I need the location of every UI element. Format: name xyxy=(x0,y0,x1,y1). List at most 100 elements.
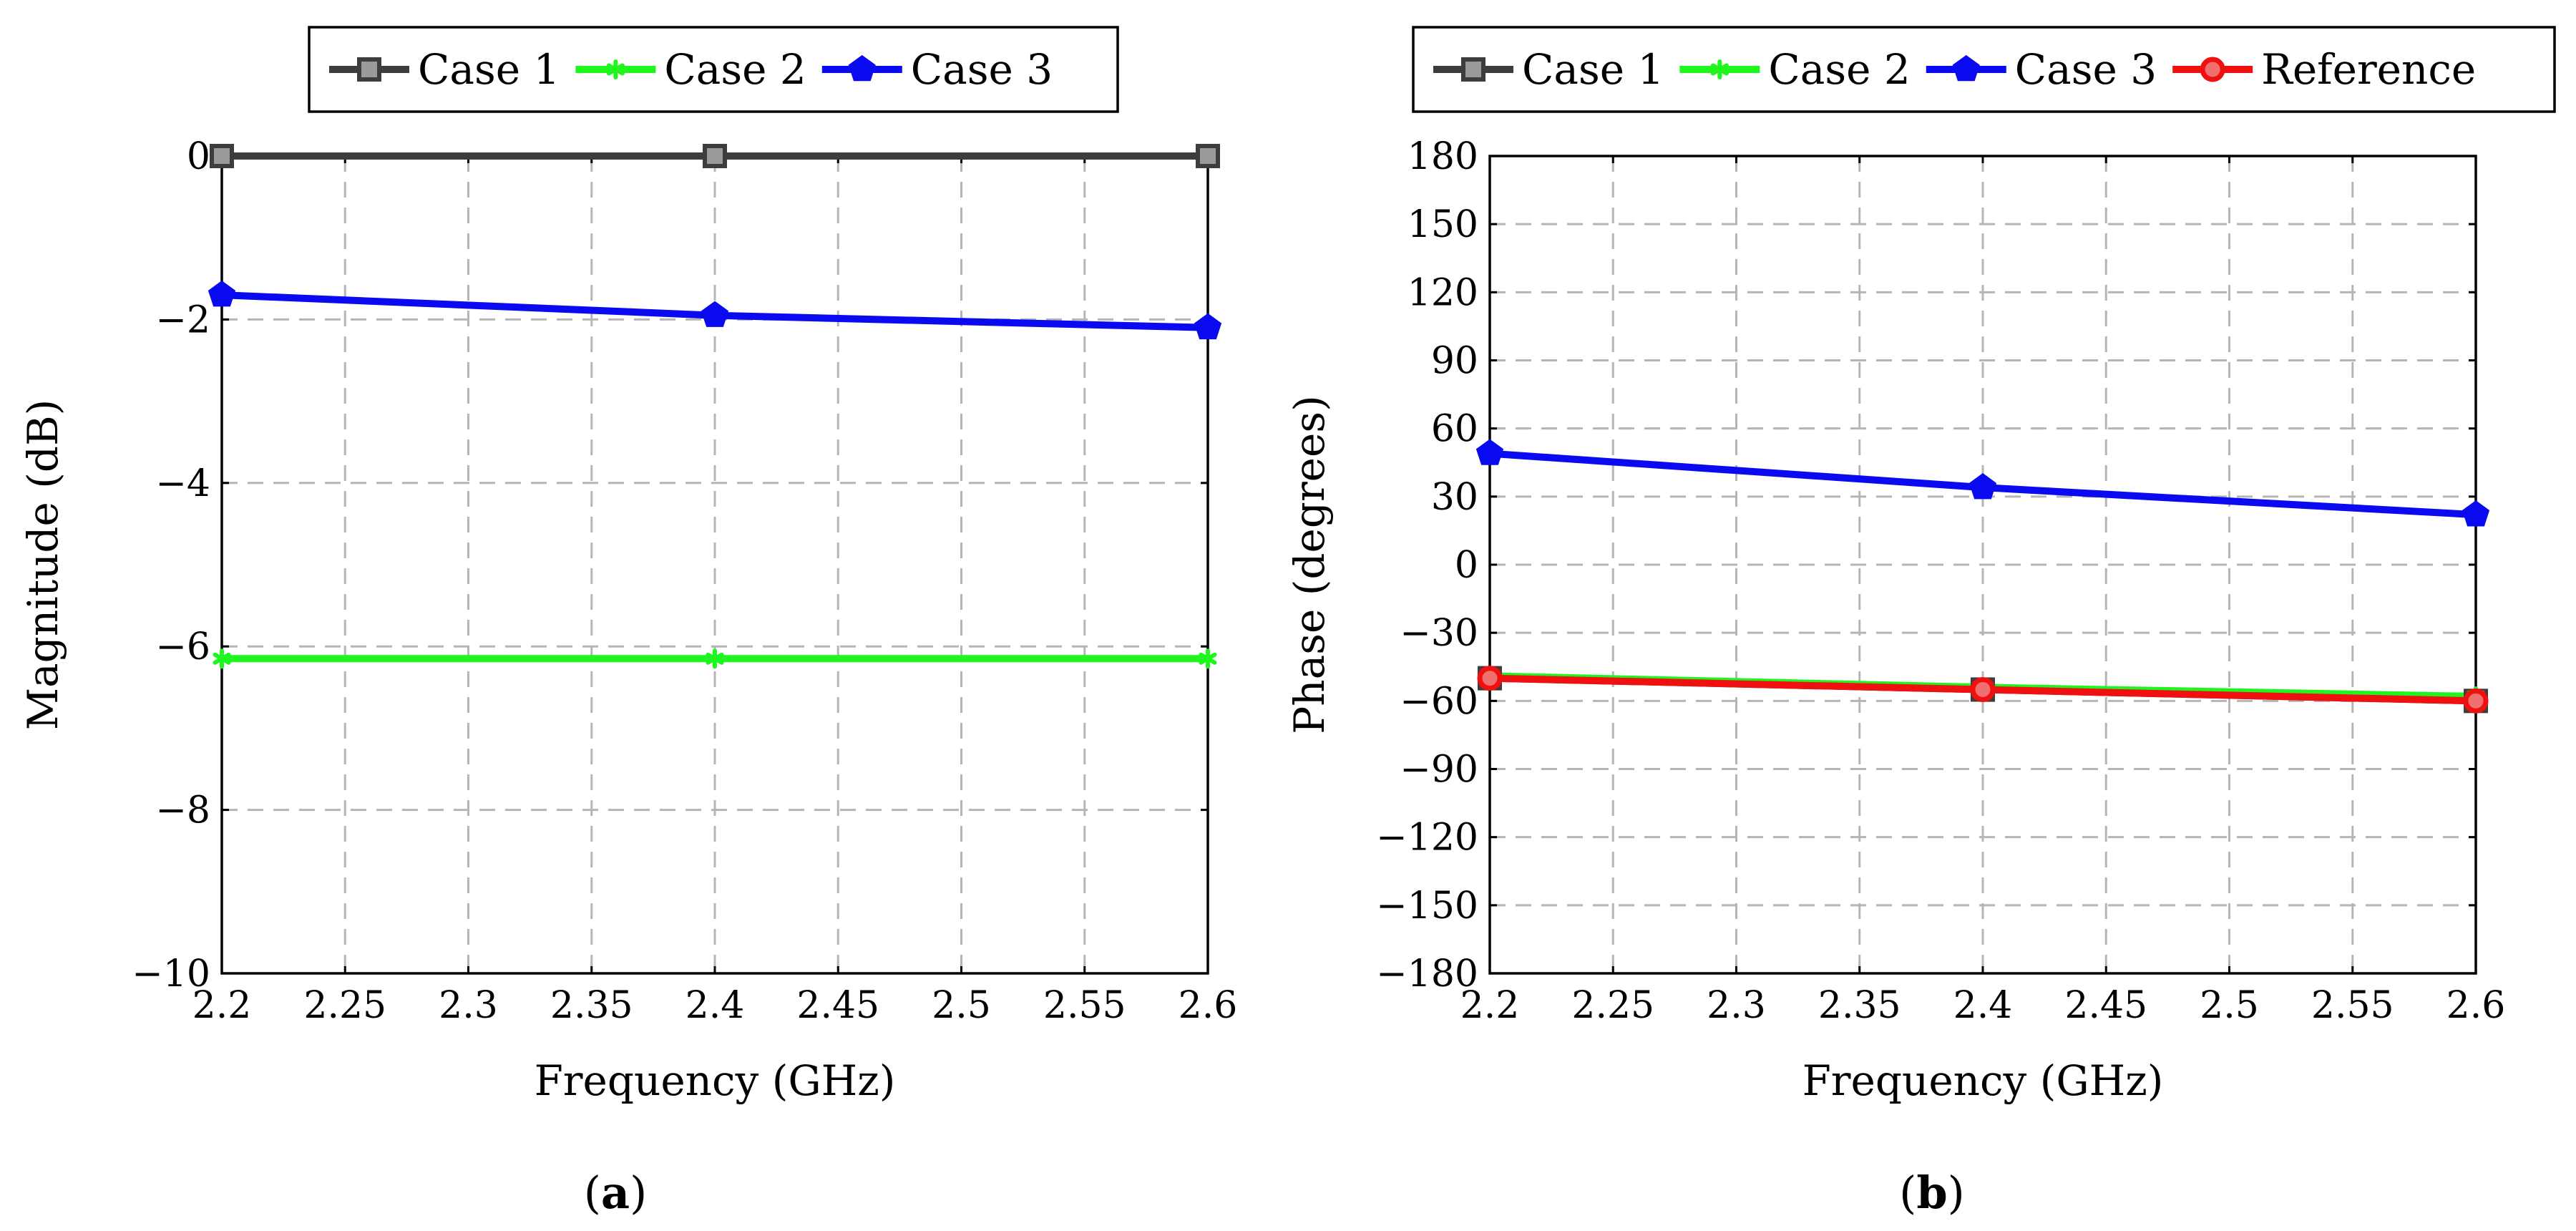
x-tick-label: 2.6 xyxy=(2446,984,2506,1027)
legend-marker xyxy=(606,59,625,79)
x-tick-label: 2.35 xyxy=(1818,984,1901,1027)
chart-magnitude: 2.2 2.25 2.3 2.35 2.4 2.45 2.5 2.55 2.6 0 −2 −4 −6 −8… xyxy=(19,26,1238,1219)
grid xyxy=(1490,156,2476,973)
data-point-case-3 xyxy=(2462,500,2490,527)
data-point-case-2 xyxy=(213,648,231,669)
y-tick-label: 60 xyxy=(1431,408,1478,451)
data-point-case-3 xyxy=(1475,439,1504,465)
x-axis-label: Frequency (GHz) xyxy=(535,1056,896,1105)
legend-marker xyxy=(1461,57,1485,82)
legend: Case 1 Case 2 Case 3 xyxy=(308,26,1119,113)
legend-label: Case 2 xyxy=(664,45,806,94)
data-point-case-2 xyxy=(706,648,724,669)
legend-item-case-2: Case 2 xyxy=(1679,45,1911,94)
legend-marker xyxy=(848,54,876,82)
y-tick-label: 0 xyxy=(1455,544,1478,587)
x-tick-label: 2.2 xyxy=(192,984,252,1027)
y-tick-label: −150 xyxy=(1376,885,1478,928)
caption-close: ) xyxy=(1948,1167,1965,1219)
plot-frame xyxy=(220,155,1209,975)
y-tick-label: −90 xyxy=(1400,749,1478,792)
y-tick-label: −30 xyxy=(1400,612,1478,655)
chart-phase: 2.2 2.25 2.3 2.35 2.4 2.45 2.5 2.55 2.6 180 150 120… xyxy=(1285,26,2556,1219)
y-tick-label: −180 xyxy=(1376,953,1478,996)
y-tick-label: −4 xyxy=(155,462,210,505)
data-point-reference xyxy=(1477,666,1503,691)
y-tick-label: −60 xyxy=(1400,680,1478,723)
panel-caption: (a) xyxy=(584,1167,648,1219)
y-tick-label: 150 xyxy=(1407,203,1478,246)
caption-letter: b xyxy=(1916,1167,1947,1219)
data-point-case-3 xyxy=(208,281,236,307)
legend-item-case-1: Case 1 xyxy=(1433,45,1664,94)
y-axis-label: Phase (degrees) xyxy=(1285,395,1334,734)
y-axis-ticks: 180 150 120 90 60 30 0 −30 −60 −90 −120 −150 −180 xyxy=(1376,135,2476,996)
legend-marker xyxy=(357,57,381,82)
legend-item-reference: Reference xyxy=(2172,45,2476,94)
data-point-reference xyxy=(1970,676,1996,702)
panel-caption: (b) xyxy=(1899,1167,1965,1219)
x-tick-label: 2.6 xyxy=(1179,984,1238,1027)
x-tick-label: 2.25 xyxy=(303,984,386,1027)
x-tick-label: 2.5 xyxy=(2200,984,2259,1027)
legend-item-case-2: Case 2 xyxy=(575,45,806,94)
legend-label: Reference xyxy=(2261,45,2476,94)
data-point-case-1 xyxy=(703,144,727,168)
legend-marker xyxy=(1952,54,1980,82)
data-point-case-3 xyxy=(1194,313,1222,340)
y-tick-label: −2 xyxy=(155,298,210,341)
y-tick-label: 30 xyxy=(1431,476,1478,519)
x-axis-ticks: 2.2 2.25 2.3 2.35 2.4 2.45 2.5 2.55 2.6 xyxy=(1460,156,2506,1027)
x-tick-label: 2.3 xyxy=(1707,984,1766,1027)
caption-open: ( xyxy=(1899,1167,1916,1219)
y-tick-label: 180 xyxy=(1407,135,1478,178)
x-tick-label: 2.45 xyxy=(796,984,879,1027)
caption-open: ( xyxy=(584,1167,601,1219)
x-axis-label: Frequency (GHz) xyxy=(1802,1056,2164,1105)
data-point-case-2 xyxy=(1199,648,1217,669)
caption-letter: a xyxy=(601,1167,630,1219)
x-tick-label: 2.55 xyxy=(1043,984,1126,1027)
x-tick-label: 2.4 xyxy=(1953,984,2013,1027)
x-tick-label: 2.3 xyxy=(439,984,498,1027)
legend-label: Case 1 xyxy=(418,45,560,94)
y-tick-label: −120 xyxy=(1376,817,1478,860)
x-tick-label: 2.35 xyxy=(550,984,633,1027)
data-point-case-1 xyxy=(210,144,234,168)
legend-label: Case 3 xyxy=(2015,45,2157,94)
data-point-case-1 xyxy=(1196,144,1220,168)
legend-item-case-3: Case 3 xyxy=(1926,45,2157,94)
legend-label: Case 1 xyxy=(1522,45,1664,94)
data-point-case-3 xyxy=(1968,473,1997,500)
x-tick-label: 2.5 xyxy=(932,984,991,1027)
x-tick-label: 2.4 xyxy=(686,984,745,1027)
y-axis-ticks: 0 −2 −4 −6 −8 −10 xyxy=(132,135,1208,996)
y-axis-label: Magnitude (dB) xyxy=(19,399,67,731)
caption-close: ) xyxy=(630,1167,647,1219)
data-point-reference xyxy=(2463,688,2489,714)
legend-label: Case 3 xyxy=(911,45,1053,94)
legend: Case 1 Case 2 Case 3 Reference xyxy=(1412,26,2556,113)
legend-marker xyxy=(1710,59,1729,79)
x-tick-label: 2.55 xyxy=(2311,984,2394,1027)
legend-item-case-3: Case 3 xyxy=(821,45,1053,94)
y-tick-label: 90 xyxy=(1431,340,1478,383)
x-tick-label: 2.2 xyxy=(1460,984,1520,1027)
x-axis-ticks: 2.2 2.25 2.3 2.35 2.4 2.45 2.5 2.55 2.6 xyxy=(192,156,1238,1027)
y-tick-label: 0 xyxy=(187,135,210,178)
y-tick-label: −6 xyxy=(155,626,210,668)
y-tick-label: 120 xyxy=(1407,271,1478,314)
legend-label: Case 2 xyxy=(1768,45,1910,94)
markers-group xyxy=(1475,439,2490,714)
legend-item-case-1: Case 1 xyxy=(329,45,560,94)
legend-box xyxy=(308,26,1119,113)
markers-group xyxy=(208,144,1222,669)
y-tick-label: −8 xyxy=(155,789,210,832)
grid xyxy=(222,156,1208,973)
y-tick-label: −10 xyxy=(132,953,210,996)
data-point-case-3 xyxy=(701,301,729,327)
x-tick-label: 2.45 xyxy=(2064,984,2147,1027)
x-tick-label: 2.25 xyxy=(1571,984,1654,1027)
legend-marker xyxy=(2200,57,2225,82)
